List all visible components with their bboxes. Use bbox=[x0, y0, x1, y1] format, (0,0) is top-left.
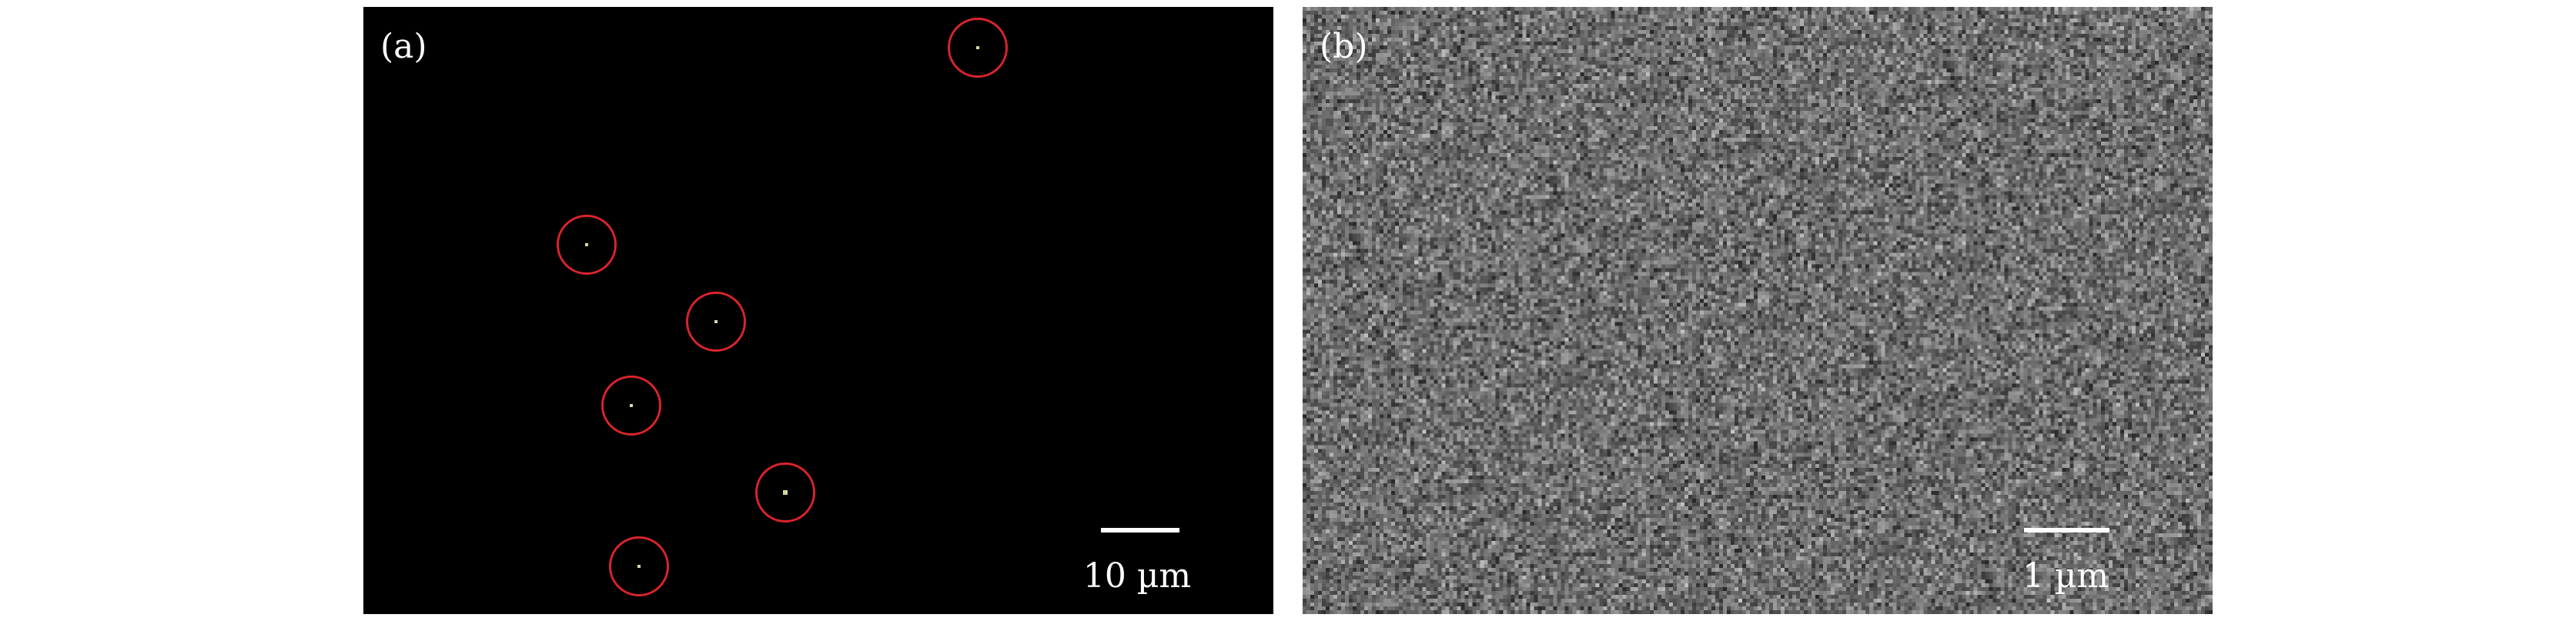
scale-bar bbox=[1101, 528, 1179, 533]
spot bbox=[630, 404, 633, 407]
spot-marker-circle bbox=[601, 376, 661, 436]
spot bbox=[714, 320, 718, 323]
spot-marker-circle bbox=[755, 462, 815, 523]
panel-a-label: (a) bbox=[380, 27, 427, 66]
spot bbox=[637, 565, 641, 568]
spot bbox=[585, 243, 588, 246]
panel-b-label: (b) bbox=[1320, 27, 1368, 66]
spot bbox=[976, 46, 979, 49]
noise-texture bbox=[1303, 7, 2213, 614]
spot-marker-circle bbox=[948, 18, 1008, 78]
scale-bar-label: 10 µm bbox=[1082, 556, 1192, 596]
spot-marker-circle bbox=[557, 215, 617, 275]
spot-marker-circle bbox=[686, 292, 746, 352]
scale-bar bbox=[2024, 528, 2109, 533]
spot bbox=[783, 490, 788, 495]
spot-marker-circle bbox=[609, 536, 669, 596]
panel-b-noise-image: (b) 1 µm bbox=[1303, 7, 2213, 614]
scale-bar-label: 1 µm bbox=[2022, 556, 2109, 596]
panel-a-dark-field-image: (a) 10 µm bbox=[363, 7, 1273, 614]
